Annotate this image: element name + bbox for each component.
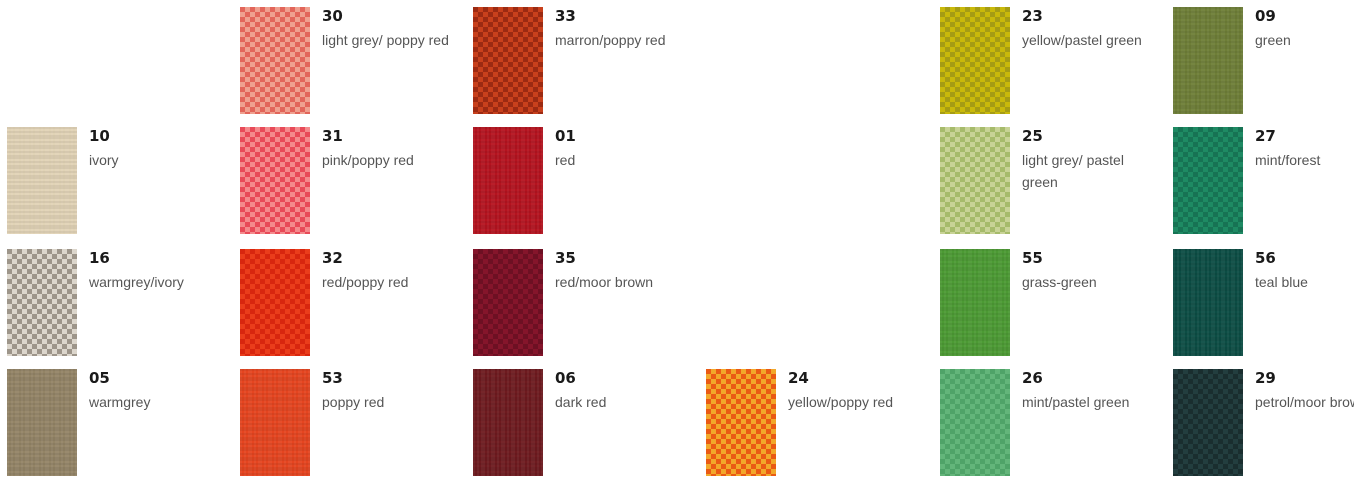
swatch-05[interactable]: 05 warmgrey [7, 369, 227, 479]
fabric-swatch[interactable] [706, 369, 776, 476]
swatch-09[interactable]: 09 green [1173, 7, 1354, 117]
swatch-code: 10 [89, 127, 110, 145]
fabric-swatch[interactable] [473, 7, 543, 114]
fabric-swatch[interactable] [1173, 127, 1243, 234]
fabric-swatch[interactable] [940, 249, 1010, 356]
swatch-code: 06 [555, 369, 576, 387]
fabric-swatch[interactable] [240, 369, 310, 476]
swatch-name: red [555, 152, 576, 168]
swatch-56[interactable]: 56 teal blue [1173, 249, 1354, 359]
fabric-swatch[interactable] [240, 127, 310, 234]
swatch-29[interactable]: 29 petrol/moor brown [1173, 369, 1354, 479]
swatch-name: pink/poppy red [322, 152, 414, 168]
fabric-swatch[interactable] [940, 127, 1010, 234]
swatch-code: 05 [89, 369, 110, 387]
swatch-30[interactable]: 30 light grey/ poppy red [240, 7, 460, 117]
swatch-name: warmgrey/ivory [89, 274, 184, 290]
swatch-code: 56 [1255, 249, 1276, 267]
swatch-06[interactable]: 06 dark red [473, 369, 693, 479]
swatch-31[interactable]: 31 pink/poppy red [240, 127, 460, 237]
swatch-23[interactable]: 23 yellow/pastel green [940, 7, 1160, 117]
swatch-code: 27 [1255, 127, 1276, 145]
swatch-code: 33 [555, 7, 576, 25]
swatch-name: petrol/moor brown [1255, 394, 1354, 410]
fabric-swatch[interactable] [1173, 369, 1243, 476]
swatch-code: 09 [1255, 7, 1276, 25]
swatch-35[interactable]: 35 red/moor brown [473, 249, 693, 359]
fabric-swatch[interactable] [473, 127, 543, 234]
swatch-code: 26 [1022, 369, 1043, 387]
swatch-code: 53 [322, 369, 343, 387]
swatch-code: 29 [1255, 369, 1276, 387]
swatch-code: 23 [1022, 7, 1043, 25]
fabric-swatch[interactable] [1173, 249, 1243, 356]
swatch-name: mint/pastel green [1022, 394, 1130, 410]
swatch-name: light grey/ pastel green [1022, 152, 1124, 190]
swatch-name: warmgrey [89, 394, 151, 410]
swatch-01[interactable]: 01 red [473, 127, 693, 237]
swatch-name: grass-green [1022, 274, 1097, 290]
fabric-swatch[interactable] [7, 127, 77, 234]
swatch-code: 31 [322, 127, 343, 145]
swatch-24[interactable]: 24 yellow/poppy red [706, 369, 926, 479]
swatch-name: ivory [89, 152, 119, 168]
swatch-53[interactable]: 53 poppy red [240, 369, 460, 479]
swatch-25[interactable]: 25 light grey/ pastel green [940, 127, 1160, 237]
swatch-name: marron/poppy red [555, 32, 666, 48]
swatch-16[interactable]: 16 warmgrey/ivory [7, 249, 227, 359]
swatch-name: yellow/pastel green [1022, 32, 1142, 48]
fabric-swatch[interactable] [473, 369, 543, 476]
fabric-swatch[interactable] [473, 249, 543, 356]
swatch-33[interactable]: 33 marron/poppy red [473, 7, 693, 117]
fabric-swatch[interactable] [940, 369, 1010, 476]
swatch-code: 24 [788, 369, 809, 387]
swatch-name: green [1255, 32, 1291, 48]
fabric-swatch[interactable] [240, 249, 310, 356]
swatch-name: yellow/poppy red [788, 394, 894, 410]
swatch-code: 25 [1022, 127, 1043, 145]
swatch-name: teal blue [1255, 274, 1308, 290]
fabric-swatch[interactable] [240, 7, 310, 114]
swatch-name: dark red [555, 394, 607, 410]
swatch-name: red/poppy red [322, 274, 409, 290]
swatch-name: poppy red [322, 394, 385, 410]
fabric-swatch[interactable] [7, 369, 77, 476]
swatch-code: 30 [322, 7, 343, 25]
swatch-26[interactable]: 26 mint/pastel green [940, 369, 1160, 479]
swatch-27[interactable]: 27 mint/forest [1173, 127, 1354, 237]
fabric-swatch[interactable] [1173, 7, 1243, 114]
swatch-55[interactable]: 55 grass-green [940, 249, 1160, 359]
swatch-10[interactable]: 10 ivory [7, 127, 227, 237]
swatch-code: 35 [555, 249, 576, 267]
swatch-code: 01 [555, 127, 576, 145]
swatch-32[interactable]: 32 red/poppy red [240, 249, 460, 359]
swatch-code: 16 [89, 249, 110, 267]
swatch-name: red/moor brown [555, 274, 654, 290]
swatch-name: mint/forest [1255, 152, 1321, 168]
swatch-code: 32 [322, 249, 343, 267]
fabric-swatch[interactable] [7, 249, 77, 356]
swatch-code: 55 [1022, 249, 1043, 267]
swatch-name: light grey/ poppy red [322, 32, 449, 48]
fabric-swatch[interactable] [940, 7, 1010, 114]
